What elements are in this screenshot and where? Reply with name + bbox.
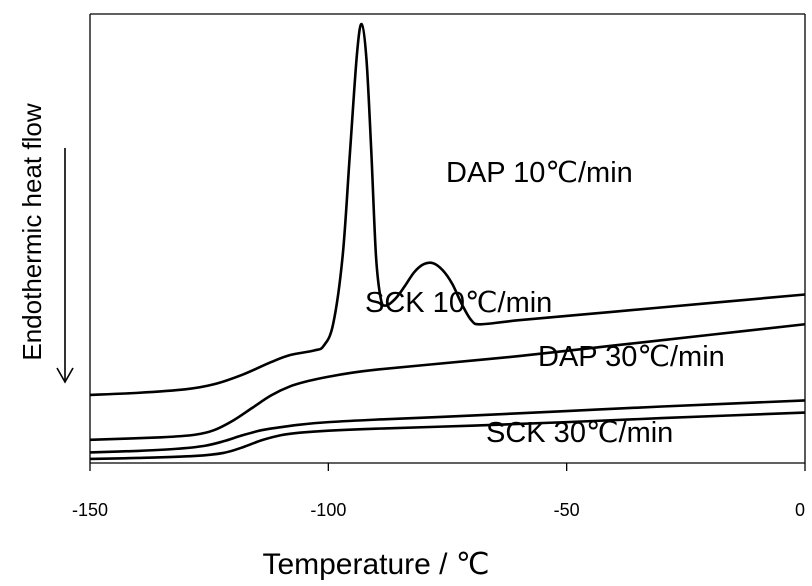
series-layer [89, 22, 806, 461]
down-arrow-icon [56, 148, 74, 384]
series-line-1 [89, 322, 806, 442]
series-line-3 [89, 411, 806, 461]
label-dap-30: DAP 30℃/min [538, 341, 725, 373]
x-axis-title: Temperature / ℃ [262, 548, 489, 581]
x-tick-label: -50 [554, 500, 580, 520]
label-sck-30: SCK 30℃/min [486, 417, 673, 449]
x-tick-label: -100 [310, 500, 346, 520]
label-dap-10: DAP 10℃/min [446, 157, 633, 189]
series-line-2 [89, 399, 806, 454]
y-axis-title: Endothermic heat flow [17, 103, 47, 360]
x-tick-label: -150 [72, 500, 108, 520]
label-sck-10: SCK 10℃/min [365, 287, 552, 319]
series-line-0 [89, 22, 806, 397]
x-tick-label: 0 [795, 500, 805, 520]
x-axis-ticks: -150 -100 -50 0 [72, 463, 806, 520]
